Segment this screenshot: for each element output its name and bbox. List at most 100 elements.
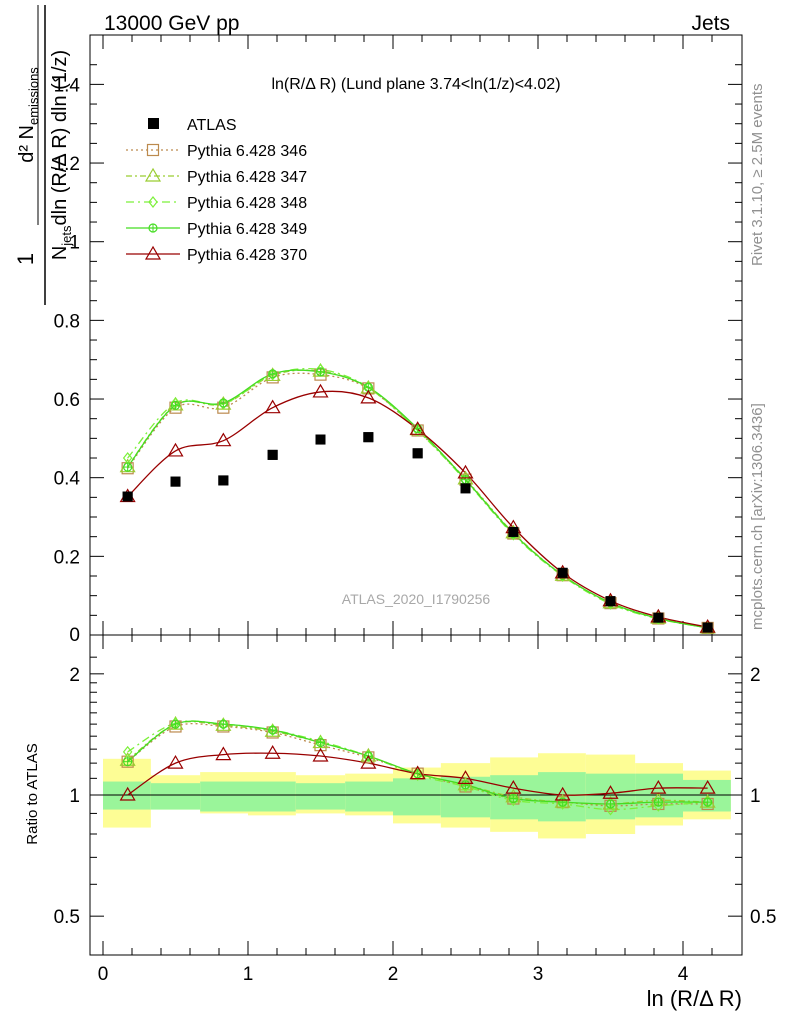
legend-label: Pythia 6.428 348 — [187, 195, 307, 212]
atlas-data-point-top — [218, 475, 229, 486]
main-ytick-label: 1 — [69, 233, 80, 254]
legend-marker-s370 — [144, 245, 162, 260]
main-title: ln(R/Δ R) (Lund plane 3.74<ln(1/z)<4.02) — [271, 76, 560, 93]
ylabel-numerator: d² Nemissions — [16, 67, 41, 163]
ratio-series-layer — [119, 715, 716, 816]
ratio-marker-s349 — [460, 780, 471, 790]
ratio-marker-s348 — [605, 803, 616, 816]
main-marker-s370 — [167, 442, 184, 457]
atlas-data-point-top — [605, 596, 616, 607]
ylabel-den-rest: dln (R/Δ R) dln (1/z) — [49, 50, 71, 226]
main-ylabel: 1 d² Nemissions Njetsdln (R/Δ R) dln (1/… — [13, 5, 74, 305]
ratio-frame — [89, 634, 743, 956]
main-marker-s349 — [413, 423, 423, 434]
main-panel: 0.2 0.4 0.6 0.8 1 1.2 1.4 ln(R/Δ R) (Lund plan… — [54, 34, 743, 646]
ratio-marker-s349 — [218, 719, 228, 729]
ratio-marker-s348 — [218, 718, 229, 731]
atlas-data-point-top — [122, 491, 133, 502]
ratio-marker-s349 — [703, 797, 713, 807]
main-marker-s349 — [460, 475, 471, 485]
mcplots-label: mcplots.cern.ch [arXiv:1306.3436] — [749, 403, 766, 630]
ratio-marker-s349 — [123, 757, 133, 767]
main-marker-s370 — [312, 383, 329, 398]
ratio-marker-s349 — [605, 799, 616, 809]
main-marker-s370 — [457, 464, 474, 479]
ratio-marker-s349 — [508, 793, 518, 804]
xtick-label: 2 — [388, 964, 399, 985]
ratio-marker-s349 — [268, 725, 278, 735]
main-series-layer — [119, 362, 716, 635]
ratio-ytick-label-right: 1 — [750, 786, 761, 807]
band-inner — [295, 783, 346, 810]
main-marker-s370 — [215, 432, 232, 447]
x-axis-label: ln (R/Δ R) — [647, 986, 742, 1011]
ratio-marker-s370 — [119, 786, 136, 801]
header-left: 13000 GeV pp — [104, 12, 239, 35]
main-marker-s370 — [264, 399, 281, 414]
ratio-ytick-label-right: 0.5 — [750, 907, 776, 928]
legend-marker-atlas — [148, 118, 159, 129]
legend-entry: Pythia 6.428 346 — [126, 143, 307, 160]
band-inner — [345, 781, 393, 812]
legend-label: Pythia 6.428 347 — [187, 169, 307, 186]
main-marker-s349 — [170, 400, 181, 410]
ylabel-den: N — [49, 246, 71, 260]
ylabel-den-sub: jets — [59, 225, 74, 247]
xtick-label: 1 — [243, 964, 254, 985]
atlas-data-point-top — [702, 622, 713, 633]
ratio-marker-s370 — [699, 779, 716, 794]
watermark: ATLAS_2020_I1790256 — [342, 591, 491, 607]
main-ytick-label: 0.2 — [54, 547, 80, 568]
atlas-data-point-top — [170, 476, 181, 487]
ratio-marker-s370 — [215, 746, 232, 761]
ratio-marker-s370 — [167, 754, 184, 769]
main-marker-s349 — [218, 398, 228, 408]
header-right: Jets — [691, 12, 730, 35]
main-ytick-label: 1.2 — [54, 154, 80, 175]
band-inner — [248, 781, 296, 812]
ratio-marker-s370 — [360, 754, 377, 769]
ratio-ylabel: Ratio to ATLAS — [24, 743, 41, 844]
ratio-marker-s370 — [457, 770, 474, 784]
legend: ATLAS Pythia 6.428 346 Pythia 6.428 347 Pyt… — [126, 117, 307, 264]
ratio-panel: 0.5 0.5 1 1 2 2 0 1 2 3 4 Ratio to ATLAS ln (R/Δ R… — [24, 634, 776, 1011]
ylabel-num: d² N — [16, 125, 38, 163]
ratio-marker-s349 — [315, 737, 326, 748]
y-edge-zero: 0 — [69, 625, 80, 646]
ylabel-num-sub: emissions — [26, 67, 41, 125]
legend-label: Pythia 6.428 370 — [187, 247, 307, 264]
main-axis-ticks: 0.2 0.4 0.6 0.8 1 1.2 1.4 — [54, 35, 742, 635]
main-marker-s349 — [268, 369, 278, 379]
atlas-data-point-top — [653, 612, 664, 623]
legend-marker-s346 — [146, 143, 160, 157]
xtick-label: 0 — [98, 964, 109, 985]
ylabel-denominator: Njetsdln (R/Δ R) dln (1/z) — [49, 50, 74, 260]
main-line-s347 — [127, 369, 708, 629]
xtick-label: 4 — [678, 964, 689, 985]
legend-entry: Pythia 6.428 348 — [126, 195, 307, 212]
main-ytick-label: 0.6 — [54, 390, 80, 411]
ratio-marker-s349 — [558, 797, 568, 807]
legend-entry: Pythia 6.428 370 — [126, 245, 307, 264]
legend-label: Pythia 6.428 346 — [187, 143, 307, 160]
legend-marker-s347 — [144, 167, 162, 182]
ratio-marker-s370 — [602, 785, 619, 799]
ratio-ytick-label-right: 2 — [750, 665, 761, 686]
main-ytick-label: 0.4 — [54, 469, 81, 490]
legend-entry: Pythia 6.428 349 — [126, 221, 307, 238]
legend-marker-s348 — [148, 196, 158, 208]
ratio-marker-s370 — [554, 786, 571, 801]
xtick-label: 3 — [533, 964, 544, 985]
legend-entry: Pythia 6.428 347 — [126, 167, 307, 186]
ratio-marker-s349 — [653, 797, 663, 807]
ratio-marker-s370 — [409, 765, 426, 780]
legend-label: Pythia 6.428 349 — [187, 221, 307, 238]
main-line-s349 — [127, 369, 708, 629]
legend-marker-s349 — [148, 223, 158, 233]
ratio-ytick-label: 1 — [69, 786, 80, 807]
ratio-marker-s348 — [363, 750, 374, 762]
ratio-marker-s348 — [267, 724, 278, 737]
main-marker-s370 — [409, 421, 426, 435]
ratio-marker-s370 — [650, 779, 667, 794]
